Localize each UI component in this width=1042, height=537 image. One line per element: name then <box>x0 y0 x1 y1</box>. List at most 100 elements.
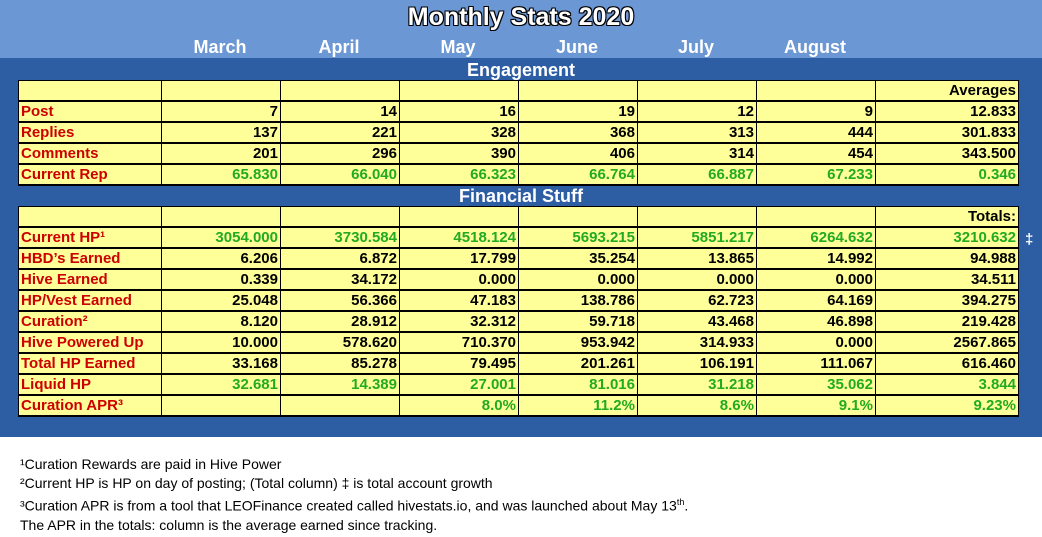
value-cell: 6.206 <box>161 247 281 270</box>
value-cell: 314.933 <box>637 331 757 354</box>
value-cell: 6.872 <box>280 247 400 270</box>
value-cell: 301.833 <box>875 121 1019 144</box>
value-cell: 33.168 <box>161 352 281 375</box>
table-header-row: Totals: <box>18 206 1019 228</box>
value-cell: 66.323 <box>399 163 519 186</box>
row-label: Current HP¹ <box>18 226 162 249</box>
value-cell: 17.799 <box>399 247 519 270</box>
value-cell: 47.183 <box>399 289 519 312</box>
header-cell: Averages <box>875 80 1019 102</box>
value-cell: 710.370 <box>399 331 519 354</box>
value-cell: 4518.124 <box>399 226 519 249</box>
value-cell: 12 <box>637 100 757 123</box>
value-cell: 0.346 <box>875 163 1019 186</box>
header-cell: Totals: <box>875 206 1019 228</box>
value-cell: 9.1% <box>756 394 876 417</box>
value-cell: 8.6% <box>637 394 757 417</box>
header-cell <box>18 206 162 228</box>
value-cell: 10.000 <box>161 331 281 354</box>
header-cell <box>756 80 876 102</box>
row-label: Total HP Earned <box>18 352 162 375</box>
value-cell: 201.261 <box>518 352 638 375</box>
value-cell: 34.172 <box>280 268 400 291</box>
value-cell: 25.048 <box>161 289 281 312</box>
value-cell: 406 <box>518 142 638 165</box>
row-label: Hive Earned <box>18 268 162 291</box>
header-cell <box>280 80 400 102</box>
value-cell: 0.000 <box>756 268 876 291</box>
value-cell: 34.511 <box>875 268 1019 291</box>
value-cell: 0.000 <box>399 268 519 291</box>
value-cell: 28.912 <box>280 310 400 333</box>
value-cell: 14.992 <box>756 247 876 270</box>
value-cell: 616.460 <box>875 352 1019 375</box>
value-cell: 0.000 <box>756 331 876 354</box>
month-label: August <box>784 37 846 57</box>
value-cell: 35.062 <box>756 373 876 396</box>
footnote: ¹Curation Rewards are paid in Hive Power <box>20 456 282 472</box>
value-cell: 394.275 <box>875 289 1019 312</box>
value-cell: 328 <box>399 121 519 144</box>
table-row: Liquid HP 32.681 14.389 27.001 81.016 31.218 3… <box>18 373 1019 396</box>
table-row: Total HP Earned 33.168 85.278 79.495 201.261… <box>18 352 1019 375</box>
header-cell <box>399 80 519 102</box>
value-cell: 66.764 <box>518 163 638 186</box>
table-row: Hive Powered Up 10.000 578.620 710.370 953.9… <box>18 331 1019 354</box>
value-cell: 221 <box>280 121 400 144</box>
value-cell: 94.988 <box>875 247 1019 270</box>
financial-section-title: Financial Stuff <box>458 186 583 206</box>
footnotes: ¹Curation Rewards are paid in Hive Power… <box>20 455 1020 535</box>
footnote: ²Current HP is HP on day of posting; (To… <box>20 475 493 491</box>
header-cell <box>756 206 876 228</box>
row-label: Curation² <box>18 310 162 333</box>
row-label: Replies <box>18 121 162 144</box>
value-cell: 13.865 <box>637 247 757 270</box>
header-cell <box>518 206 638 228</box>
value-cell: 59.718 <box>518 310 638 333</box>
value-cell: 219.428 <box>875 310 1019 333</box>
value-cell <box>280 394 400 417</box>
value-cell: 62.723 <box>637 289 757 312</box>
month-label: April <box>318 37 360 57</box>
value-cell: 6264.632 <box>756 226 876 249</box>
value-cell: 66.887 <box>637 163 757 186</box>
value-cell: 8.120 <box>161 310 281 333</box>
value-cell: 56.366 <box>280 289 400 312</box>
table-row: Post 7 14 16 19 12 9 12.833 <box>18 100 1019 123</box>
engagement-section-title: Engagement <box>466 60 576 80</box>
value-cell <box>161 394 281 417</box>
value-cell: 79.495 <box>399 352 519 375</box>
header-cell <box>637 206 757 228</box>
row-label: HP/Vest Earned <box>18 289 162 312</box>
value-cell: 3.844 <box>875 373 1019 396</box>
row-label: Liquid HP <box>18 373 162 396</box>
value-cell: 343.500 <box>875 142 1019 165</box>
value-cell: 313 <box>637 121 757 144</box>
value-cell: 3210.632 <box>875 226 1019 249</box>
page-title: Monthly Stats 2020 <box>407 3 635 31</box>
table-row: Replies 137 221 328 368 313 444 301.833 <box>18 121 1019 144</box>
month-label: June <box>555 37 598 57</box>
value-cell: 106.191 <box>637 352 757 375</box>
row-label: Current Rep <box>18 163 162 186</box>
row-label: Hive Powered Up <box>18 331 162 354</box>
header-cell <box>399 206 519 228</box>
value-cell: 953.942 <box>518 331 638 354</box>
value-cell: 32.312 <box>399 310 519 333</box>
month-header-row: March April May June July August <box>0 37 1042 57</box>
value-cell: 2567.865 <box>875 331 1019 354</box>
value-cell: 32.681 <box>161 373 281 396</box>
financial-table: Totals: Current HP¹ 3054.000 3730.584 4518.1… <box>18 206 1019 417</box>
table-header-row: Averages <box>18 80 1019 102</box>
value-cell: 43.468 <box>637 310 757 333</box>
value-cell: 11.2% <box>518 394 638 417</box>
value-cell: 27.001 <box>399 373 519 396</box>
value-cell: 81.016 <box>518 373 638 396</box>
header-cell <box>518 80 638 102</box>
table-row: Curation APR³ 8.0% 11.2% 8.6% 9.1% 9.23% <box>18 394 1019 417</box>
value-cell: 7 <box>161 100 281 123</box>
value-cell: 368 <box>518 121 638 144</box>
value-cell: 0.339 <box>161 268 281 291</box>
table-row: Hive Earned 0.339 34.172 0.000 0.000 0.000 0.0… <box>18 268 1019 291</box>
value-cell: 14.389 <box>280 373 400 396</box>
